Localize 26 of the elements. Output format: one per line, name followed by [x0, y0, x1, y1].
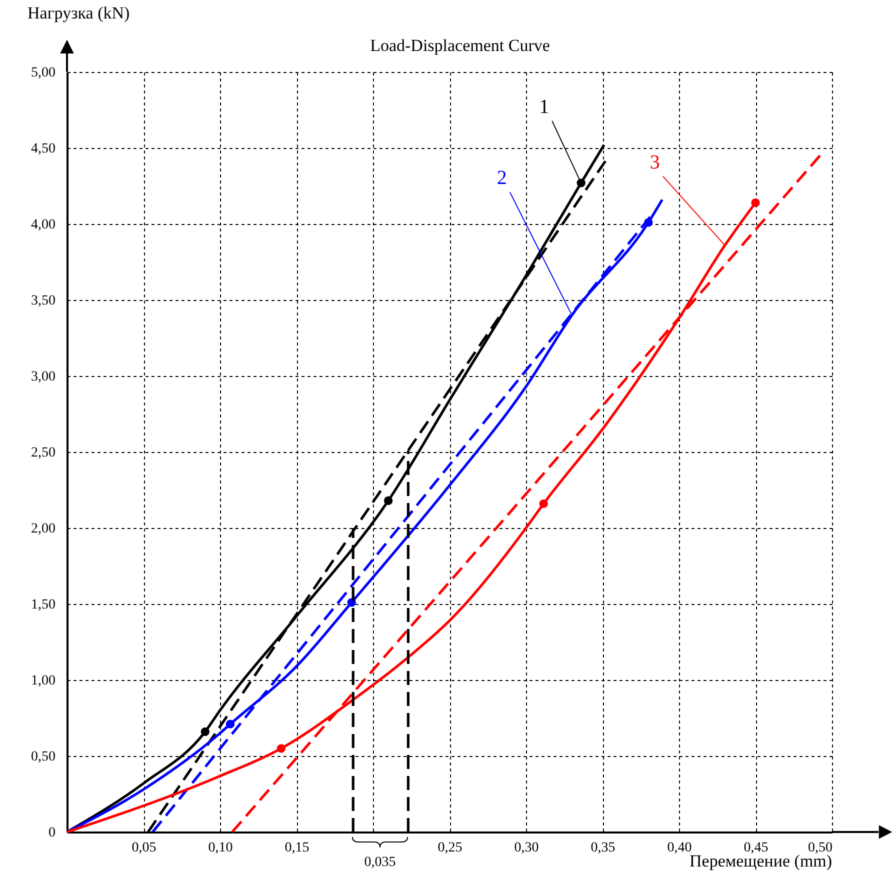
- text: 3: [650, 151, 660, 174]
- y-tick-label: 3,00: [31, 370, 56, 384]
- y-tick-label: 3,50: [31, 294, 56, 308]
- y-tick-label: 4,50: [31, 142, 56, 156]
- y-tick-label: 2,50: [31, 446, 56, 460]
- x-tick-label: 0,35: [590, 840, 616, 856]
- text: 1: [539, 96, 550, 118]
- x-tick-label: 0,25: [438, 840, 462, 856]
- x-tick-label: 0,40: [667, 840, 692, 856]
- y-tick-label: 1,00: [31, 674, 56, 688]
- y-tick-label: 1,50: [31, 598, 56, 612]
- chart-title: Load-Displacement Curve: [370, 36, 550, 55]
- x-tick-label: 0,30: [514, 840, 539, 856]
- y-tick-label: 4,00: [31, 218, 56, 232]
- y-tick-label: 5,00: [31, 66, 56, 80]
- x-tick-label: 0,15: [284, 840, 310, 856]
- x-tick-label: 0,05: [132, 840, 156, 856]
- x-tick-label: 0,50: [808, 840, 832, 856]
- x-tick-label: 0,10: [208, 840, 233, 856]
- y-tick-label: 2,00: [31, 522, 56, 536]
- y-axis-title: Нагрузка (kN): [28, 4, 130, 22]
- y-tick-label: 0: [48, 826, 56, 840]
- x-tick-label: 0,45: [744, 840, 768, 856]
- text: 2: [496, 167, 507, 190]
- y-tick-label: 0,50: [31, 750, 56, 764]
- text: 0,035: [364, 855, 396, 870]
